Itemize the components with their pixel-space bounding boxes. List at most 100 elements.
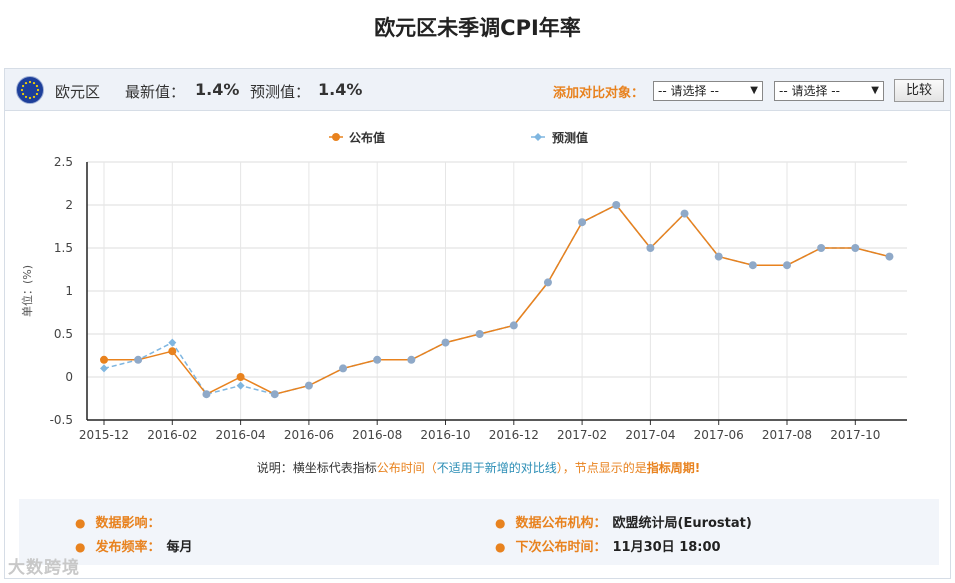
flag-star — [35, 84, 39, 88]
forecast-series-line — [103, 204, 890, 396]
bullet-icon: ● — [75, 540, 86, 554]
published-point — [270, 390, 279, 399]
published-point — [646, 244, 655, 252]
forecast-point — [236, 381, 245, 390]
chevron-down-icon: ▼ — [750, 85, 758, 96]
legend-forecast-label: 预测值 — [552, 130, 588, 145]
published-point — [339, 364, 348, 373]
flag-star — [28, 96, 32, 100]
forecast-point — [100, 364, 108, 373]
legend-forecast-marker — [534, 133, 542, 141]
next-release-label: 下次公布时间： — [515, 540, 607, 555]
compare-select-1-value: -- 请选择 -- — [658, 84, 719, 98]
x-tick-label: 2016-02 — [147, 428, 197, 442]
flag-star — [32, 95, 36, 99]
compare-select-2[interactable]: -- 请选择 -- ▼ — [774, 81, 884, 101]
y-tick-label: 2 — [65, 198, 73, 212]
flag-star — [21, 92, 25, 96]
x-tick-label: 2016-06 — [284, 428, 334, 442]
next-release-value: 11月30日 18:00 — [612, 540, 721, 555]
published-point — [817, 244, 826, 252]
y-axis-label: 单位：(%) — [20, 265, 34, 317]
published-point — [509, 321, 518, 330]
note-text-1: 说明：横坐标代表指标 — [256, 461, 377, 475]
published-point — [202, 390, 211, 399]
watermark: 大数跨境 — [8, 558, 80, 578]
bullet-icon: ● — [495, 540, 506, 554]
add-compare-label: 添加对比对象： — [553, 86, 645, 101]
note-text-4: 不适用于新增的对比线 — [436, 461, 557, 475]
x-tick-label: 2017-04 — [625, 428, 675, 442]
y-tick-label: 0.5 — [54, 327, 73, 341]
published-point — [885, 252, 894, 261]
compare-select-1[interactable]: -- 请选择 -- ▼ — [653, 81, 763, 101]
x-tick-label: 2016-08 — [352, 428, 402, 442]
x-tick-label: 2017-10 — [830, 428, 880, 442]
published-point — [851, 244, 860, 252]
compare-button[interactable]: 比较 — [894, 79, 944, 102]
flag-star — [35, 92, 39, 96]
y-tick-label: 1.5 — [54, 241, 73, 255]
note-text-2: 公布时间 — [376, 461, 425, 475]
published-point — [168, 347, 177, 356]
agency-label: 数据公布机构： — [515, 516, 607, 531]
published-series-line — [104, 204, 890, 396]
flag-star — [24, 81, 28, 85]
forecast-value-label: 预测值： — [250, 83, 311, 101]
y-tick-label: 2.5 — [54, 155, 73, 169]
note-text-5: ），节点显示的是 — [556, 461, 647, 475]
x-tick-label: 2016-10 — [420, 428, 470, 442]
chart-note: 说明：横坐标代表指标公布时间（不适用于新增的对比线），节点显示的是指标周期! — [5, 459, 952, 476]
published-point — [373, 355, 382, 364]
published-point — [475, 330, 484, 338]
x-tick-label: 2017-08 — [762, 428, 812, 442]
page-title: 欧元区未季调CPI年率 — [374, 16, 581, 40]
flag-star — [21, 84, 25, 88]
latest-value-label: 最新值： — [125, 83, 186, 101]
y-tick-label: 0 — [65, 370, 73, 384]
flag-star — [20, 88, 24, 92]
published-point — [783, 261, 791, 270]
published-point — [100, 355, 108, 364]
y-tick-label: 1 — [65, 284, 73, 298]
agency-value: 欧盟统计局(Eurostat) — [612, 516, 752, 531]
chevron-down-icon: ▼ — [871, 85, 879, 96]
frequency-value: 每月 — [166, 540, 193, 555]
flag-star — [32, 81, 36, 85]
impact-label: 数据影响： — [95, 516, 161, 531]
chart-panel: 欧元区 最新值： 1.4% 预测值： 1.4% 添加对比对象： -- 请选择 -… — [4, 68, 951, 579]
published-point — [612, 201, 621, 209]
latest-value: 1.4% — [195, 80, 240, 99]
frequency-label: 发布频率： — [95, 540, 161, 555]
forecast-point — [168, 338, 177, 347]
flag-star — [28, 80, 32, 84]
published-point — [407, 355, 416, 364]
next-release-info: ● 下次公布时间： 11月30日 18:00 — [495, 536, 721, 555]
note-text-6: 指标周期! — [646, 461, 701, 475]
region-label: 欧元区 — [55, 83, 101, 101]
eu-flag-icon — [16, 76, 44, 104]
published-point — [748, 261, 757, 270]
published-point — [680, 209, 689, 218]
published-point — [236, 373, 245, 381]
flag-star — [24, 95, 28, 99]
y-tick-label: -0.5 — [50, 413, 73, 427]
x-tick-label: 2015-12 — [79, 428, 129, 442]
line-chart: 2.5 2 1.5 1 0.5 0 -0.5 2015-12 2016-02 2016-04 201… — [20, 130, 907, 442]
x-tick-label: 2017-02 — [557, 428, 607, 442]
x-tick-label: 2017-06 — [694, 428, 744, 442]
x-tick-label: 2016-04 — [216, 428, 266, 442]
bullet-icon: ● — [75, 516, 86, 530]
bullet-icon: ● — [495, 516, 506, 530]
published-point — [134, 355, 143, 364]
published-point — [714, 252, 723, 261]
forecast-value: 1.4% — [318, 80, 363, 99]
compare-select-2-value: -- 请选择 -- — [779, 84, 840, 98]
published-point — [543, 278, 552, 287]
published-point — [304, 381, 313, 390]
legend-published-label: 公布值 — [349, 130, 385, 145]
note-text-3: （ — [424, 461, 437, 475]
frequency-info: ● 发布频率： 每月 — [75, 536, 193, 555]
info-box: ● 数据影响： ● 发布频率： 每月 ● 数据公布机构： 欧盟统计局(Eurostat) … — [19, 499, 939, 565]
header-bar: 欧元区 最新值： 1.4% 预测值： 1.4% 添加对比对象： -- 请选择 -… — [5, 69, 950, 111]
